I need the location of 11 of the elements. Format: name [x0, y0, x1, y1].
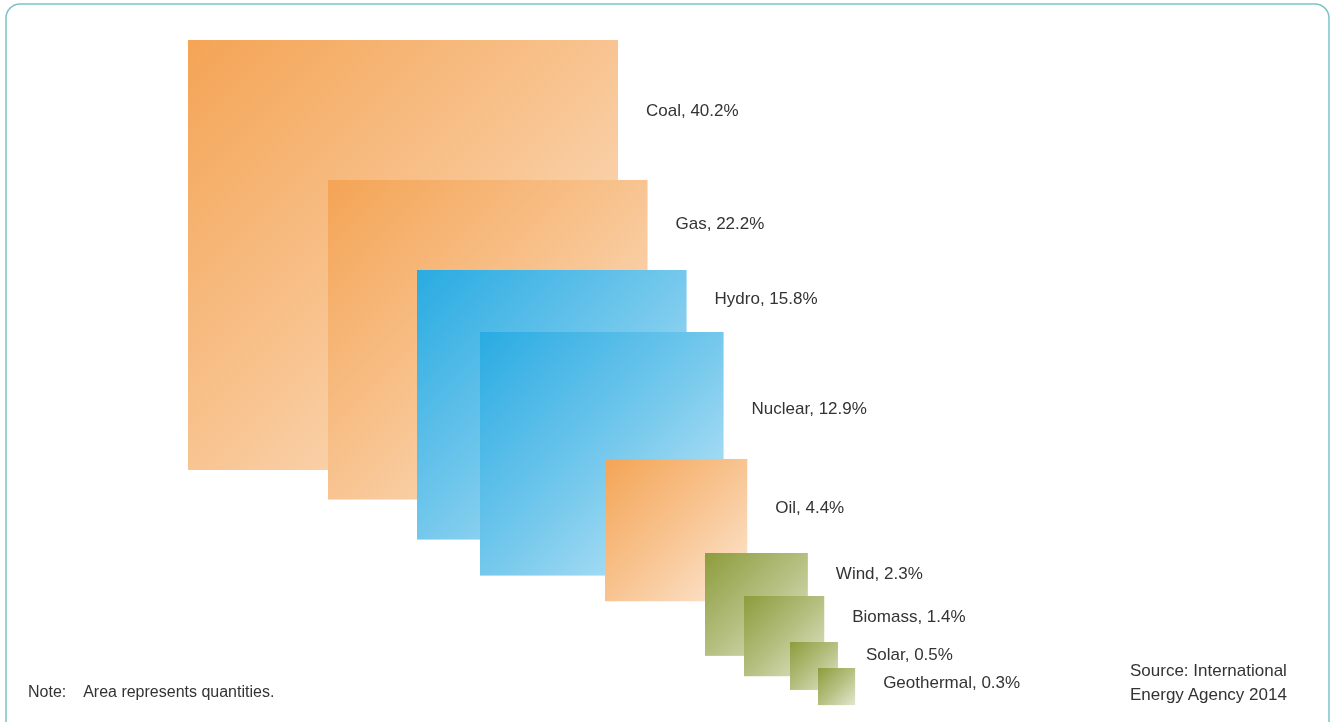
source-note: Source: International Energy Agency 2014 — [1130, 661, 1287, 704]
data-label: Solar, 0.5% — [865, 645, 953, 665]
data-label: Geothermal, 0.3% — [883, 673, 1021, 693]
text: Note: Area represents quantities. — [28, 683, 275, 700]
data-label: Oil, 4.4% — [775, 498, 845, 518]
data-label: Coal, 40.2% — [646, 101, 739, 121]
data-label: Hydro, 15.8% — [714, 289, 818, 309]
data-label: Biomass, 1.4% — [852, 607, 966, 627]
data-label: Gas, 22.2% — [675, 214, 765, 234]
data-label: Nuclear, 12.9% — [751, 399, 867, 419]
data-label: Wind, 2.3% — [835, 564, 923, 584]
